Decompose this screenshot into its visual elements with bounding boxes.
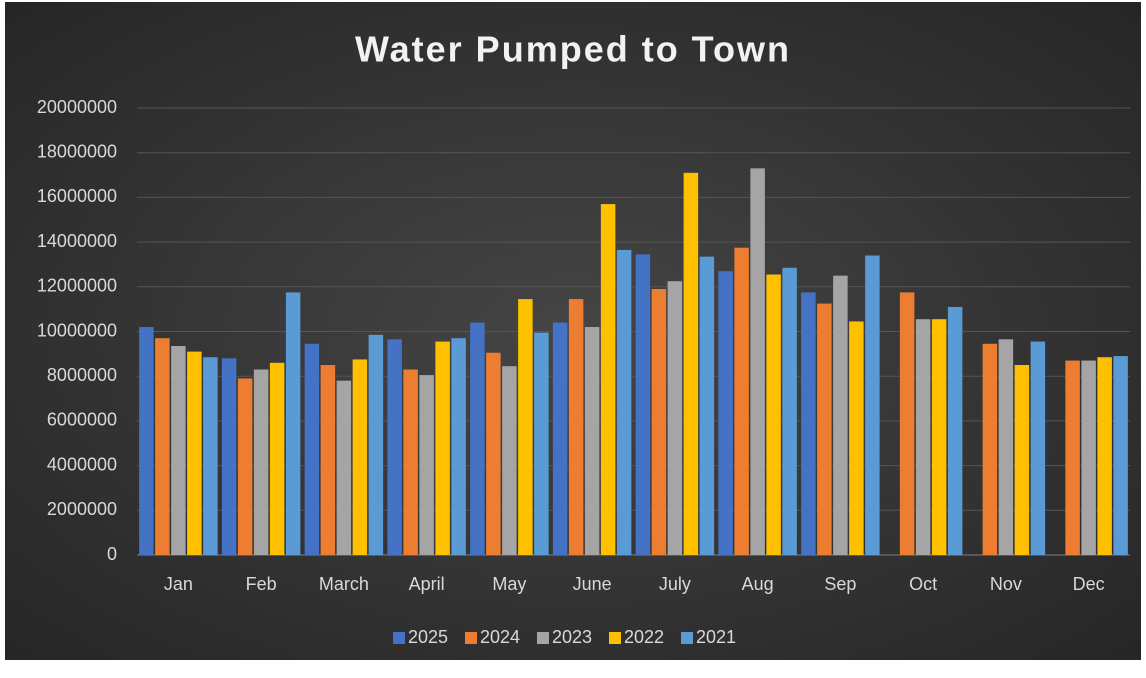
bar	[336, 380, 352, 555]
bar	[1097, 357, 1112, 555]
legend-label: 2024	[480, 627, 520, 647]
bar	[502, 366, 517, 555]
bar	[470, 322, 485, 555]
legend-swatch	[537, 632, 549, 644]
bar	[947, 306, 963, 555]
legend-label: 2022	[624, 627, 664, 647]
bar	[699, 256, 715, 555]
bar	[352, 359, 368, 555]
x-tick-label: July	[659, 574, 691, 594]
bar	[419, 375, 434, 555]
bar	[387, 339, 402, 555]
bar	[801, 292, 816, 555]
bar	[683, 172, 699, 555]
legend-label: 2023	[552, 627, 592, 647]
y-tick-label: 14000000	[37, 231, 117, 251]
bar	[584, 327, 600, 555]
bar	[982, 343, 998, 555]
x-tick-label: March	[319, 574, 369, 594]
bar	[203, 357, 218, 555]
legend-swatch	[681, 632, 693, 644]
bar	[139, 327, 154, 555]
bar	[915, 319, 931, 555]
bar	[817, 303, 832, 555]
legend-swatch	[465, 632, 477, 644]
bar	[1113, 356, 1128, 555]
bar	[865, 255, 880, 555]
y-tick-label: 4000000	[47, 454, 117, 474]
x-tick-label: June	[573, 574, 612, 594]
x-tick-label: Oct	[909, 574, 937, 594]
bar	[782, 267, 797, 555]
bar	[237, 378, 253, 555]
bar	[651, 289, 667, 555]
bar	[734, 247, 749, 555]
bar	[766, 274, 781, 555]
y-tick-label: 10000000	[37, 320, 117, 340]
bar	[518, 299, 533, 555]
legend-swatch	[609, 632, 621, 644]
bar	[667, 281, 683, 555]
bar	[320, 365, 336, 555]
bar	[833, 275, 848, 555]
legend-label: 2025	[408, 627, 448, 647]
y-tick-label: 6000000	[47, 410, 117, 430]
bar	[534, 332, 549, 555]
bar	[849, 321, 864, 555]
y-tick-label: 20000000	[37, 97, 117, 117]
bar	[600, 204, 616, 556]
y-tick-label: 0	[107, 544, 117, 564]
x-tick-label: Dec	[1073, 574, 1105, 594]
bar	[486, 352, 501, 555]
y-tick-label: 18000000	[37, 141, 117, 161]
bar	[368, 334, 384, 555]
bar	[568, 299, 584, 555]
bar	[451, 338, 466, 555]
bar	[998, 339, 1014, 555]
bar	[269, 362, 285, 555]
y-tick-label: 2000000	[47, 499, 117, 519]
bar	[171, 346, 186, 555]
legend-label: 2021	[696, 627, 736, 647]
bar	[1081, 360, 1096, 555]
bar	[931, 319, 947, 555]
x-tick-label: Sep	[824, 574, 856, 594]
x-tick-label: Nov	[990, 574, 1022, 594]
y-tick-label: 16000000	[37, 186, 117, 206]
bar	[304, 343, 320, 555]
legend-swatch	[393, 632, 405, 644]
x-tick-label: May	[492, 574, 526, 594]
bar	[718, 271, 733, 555]
bar	[616, 249, 632, 556]
bar	[1065, 360, 1080, 555]
bar	[552, 322, 568, 555]
bar	[253, 369, 269, 555]
bar	[435, 341, 450, 555]
x-tick-label: Aug	[742, 574, 774, 594]
bar	[187, 351, 202, 555]
bar	[1014, 365, 1030, 555]
bar	[403, 369, 418, 555]
x-tick-label: Feb	[246, 574, 277, 594]
bar	[1030, 341, 1046, 555]
chart-title: Water Pumped to Town	[355, 29, 791, 70]
bar	[155, 338, 170, 555]
x-tick-label: Jan	[164, 574, 193, 594]
y-tick-label: 12000000	[37, 276, 117, 296]
bar	[750, 168, 765, 555]
y-tick-label: 8000000	[47, 365, 117, 385]
bar	[221, 358, 237, 555]
bar	[899, 292, 915, 555]
x-tick-label: April	[409, 574, 445, 594]
bar	[635, 254, 651, 555]
bar	[285, 292, 301, 555]
